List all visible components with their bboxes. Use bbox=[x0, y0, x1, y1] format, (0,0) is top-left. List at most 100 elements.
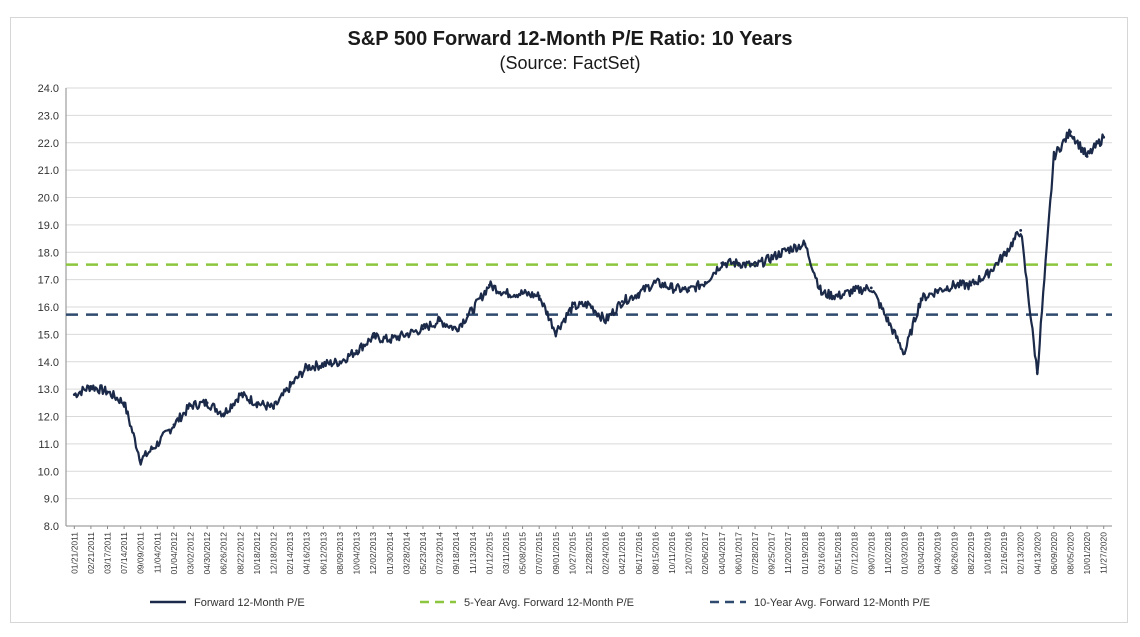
x-tick-label: 10/27/2015 bbox=[567, 532, 577, 575]
pe-data-point bbox=[72, 393, 76, 396]
pe-data-point bbox=[272, 406, 275, 410]
x-tick-label: 08/09/2013 bbox=[335, 532, 345, 575]
pe-data-point bbox=[687, 289, 691, 292]
x-tick-label: 08/22/2012 bbox=[235, 532, 245, 575]
pe-data-point bbox=[620, 300, 624, 303]
x-tick-label: 07/14/2011 bbox=[119, 532, 129, 574]
x-tick-label: 04/30/2012 bbox=[202, 532, 212, 575]
pe-data-point bbox=[952, 283, 956, 287]
pe-data-point bbox=[737, 261, 740, 265]
x-tick-label: 06/09/2020 bbox=[1049, 532, 1059, 575]
x-tick-label: 11/02/2018 bbox=[883, 532, 893, 574]
pe-data-point bbox=[155, 442, 159, 446]
x-tick-label: 04/21/2016 bbox=[617, 532, 627, 575]
x-tick-label: 04/04/2017 bbox=[717, 532, 727, 575]
x-tick-label: 09/09/2011 bbox=[136, 532, 146, 574]
x-tick-label: 04/13/2020 bbox=[1032, 532, 1042, 575]
x-tick-label: 10/11/2016 bbox=[667, 532, 677, 574]
x-tick-label: 01/03/2019 bbox=[899, 532, 909, 575]
x-tick-label: 11/27/2020 bbox=[1099, 532, 1109, 574]
pe-data-point bbox=[537, 294, 541, 298]
pe-data-point bbox=[404, 332, 408, 336]
pe-data-point bbox=[521, 291, 524, 295]
x-tick-label: 01/19/2018 bbox=[800, 532, 810, 575]
pe-data-point bbox=[703, 280, 707, 284]
y-tick-label: 10.0 bbox=[38, 466, 59, 478]
y-tick-label: 23.0 bbox=[38, 110, 59, 122]
x-tick-label: 01/12/2015 bbox=[484, 532, 494, 575]
y-tick-label: 22.0 bbox=[38, 138, 59, 150]
x-tick-label: 05/08/2015 bbox=[518, 532, 528, 575]
x-tick-label: 09/25/2017 bbox=[767, 532, 777, 575]
x-tick-label: 08/15/2016 bbox=[650, 532, 660, 575]
pe-data-point bbox=[803, 242, 807, 246]
pe-data-point bbox=[1052, 155, 1056, 158]
y-tick-label: 12.0 bbox=[38, 412, 59, 424]
pe-data-point bbox=[355, 349, 358, 353]
x-tick-label: 06/17/2016 bbox=[634, 532, 644, 575]
pe-data-point bbox=[1035, 371, 1039, 375]
x-tick-label: 02/14/2013 bbox=[285, 532, 295, 575]
x-tick-label: 03/11/2015 bbox=[501, 532, 511, 574]
y-tick-label: 17.0 bbox=[38, 275, 59, 287]
x-tick-label: 11/20/2017 bbox=[783, 532, 793, 574]
pe-data-point bbox=[969, 283, 973, 287]
pe-data-point bbox=[1069, 130, 1072, 134]
pe-data-point bbox=[338, 360, 342, 364]
y-tick-label: 14.0 bbox=[38, 357, 59, 369]
x-tick-label: 10/18/2012 bbox=[252, 532, 262, 575]
y-tick-label: 16.0 bbox=[38, 302, 59, 314]
x-tick-label: 01/21/2011 bbox=[69, 532, 79, 574]
pe-data-point bbox=[587, 302, 591, 306]
pe-data-point bbox=[554, 330, 558, 334]
x-tick-label: 12/16/2019 bbox=[999, 532, 1009, 575]
x-tick-label: 12/02/2013 bbox=[368, 532, 378, 575]
y-tick-label: 21.0 bbox=[38, 165, 59, 177]
pe-data-point bbox=[487, 283, 491, 287]
x-tick-label: 03/16/2018 bbox=[816, 532, 826, 575]
legend-ten-year-avg-label: 10-Year Avg. Forward 12-Month P/E bbox=[754, 597, 930, 609]
pe-data-point bbox=[604, 319, 608, 323]
x-tick-label: 01/30/2014 bbox=[385, 532, 395, 575]
x-tick-label: 08/22/2019 bbox=[966, 532, 976, 575]
pe-data-point bbox=[371, 335, 375, 339]
x-tick-label: 05/23/2014 bbox=[418, 532, 428, 575]
pe-data-point bbox=[770, 256, 774, 260]
pe-data-point bbox=[936, 289, 940, 292]
x-tick-label: 12/07/2016 bbox=[684, 532, 694, 575]
x-tick-label: 01/04/2012 bbox=[169, 532, 179, 575]
pe-data-point bbox=[886, 319, 890, 323]
x-tick-label: 07/07/2015 bbox=[534, 532, 544, 575]
pe-data-point bbox=[1102, 135, 1106, 139]
y-tick-label: 13.0 bbox=[38, 384, 59, 396]
pe-data-point bbox=[786, 248, 790, 251]
pe-data-point bbox=[321, 363, 325, 366]
x-tick-label: 05/15/2018 bbox=[833, 532, 843, 575]
pe-data-point bbox=[238, 393, 242, 396]
pe-data-point bbox=[1085, 155, 1089, 158]
x-tick-label: 12/18/2012 bbox=[269, 532, 279, 575]
x-tick-label: 09/01/2015 bbox=[551, 532, 561, 575]
x-tick-label: 06/12/2013 bbox=[318, 532, 328, 575]
pe-data-point bbox=[820, 291, 823, 295]
pe-data-point bbox=[421, 327, 425, 331]
x-tick-label: 06/01/2017 bbox=[733, 532, 743, 575]
pe-data-point bbox=[388, 338, 392, 342]
x-tick-label: 03/17/2011 bbox=[103, 532, 113, 574]
x-tick-label: 06/26/2012 bbox=[219, 532, 229, 575]
pe-data-point bbox=[1019, 228, 1023, 232]
y-tick-label: 24.0 bbox=[38, 83, 59, 95]
pe-data-point bbox=[106, 390, 109, 394]
pe-data-point bbox=[720, 261, 724, 265]
y-tick-label: 8.0 bbox=[44, 521, 59, 533]
pe-data-point bbox=[637, 291, 641, 295]
pe-data-point bbox=[471, 308, 475, 312]
pe-data-point bbox=[903, 352, 906, 355]
x-tick-label: 09/07/2018 bbox=[866, 532, 876, 575]
pe-data-point bbox=[986, 272, 989, 276]
pe-data-point bbox=[438, 319, 441, 323]
pe-data-point bbox=[222, 412, 226, 416]
pe-data-point bbox=[288, 384, 292, 388]
y-tick-label: 15.0 bbox=[38, 329, 59, 341]
